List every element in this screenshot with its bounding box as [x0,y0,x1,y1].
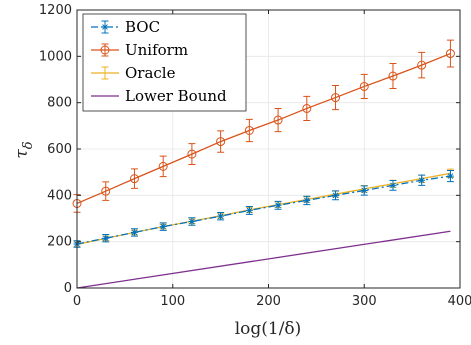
uniform-line [76,52,451,205]
x-tick-label: 0 [73,294,81,309]
y-tick-label: 400 [47,188,72,203]
uniform-error-bar [274,107,282,133]
uniform-marker [388,71,398,81]
uniform-error-bar [446,39,454,68]
uniform-marker [101,186,111,196]
y-tick-label: 0 [64,281,72,296]
uniform-marker [187,149,197,159]
y-tick-label: 1200 [39,3,72,18]
uniform-error-bar [102,181,110,201]
uniform-marker [216,137,226,147]
series-layer [72,39,455,289]
boc-marker [332,191,340,199]
y-axis-label-main: τ [12,149,32,159]
uniform-error-bar [217,130,225,153]
series-lower-bound [76,230,451,289]
legend-entry-oracle: Oracle [91,64,176,82]
boc-marker [446,172,454,180]
legend-box [82,13,247,112]
uniform-marker [445,49,455,59]
boc-marker [303,196,311,204]
series-boc [73,170,454,248]
uniform-error-bar [389,63,397,90]
uniform-error-bar [159,155,167,178]
x-tick-label: 300 [352,294,377,309]
svg-text:τδ: τδ [12,141,36,158]
legend-marker-boc [101,23,109,31]
legend-label-lower-bound: Lower Bound [125,87,227,105]
legend: BOC Uniform Oracle Lower Bound [82,13,247,112]
uniform-marker [302,103,312,113]
boc-marker [389,181,397,189]
boc-marker [130,228,138,236]
y-axis-label-sub: δ [21,141,36,149]
y-axis-label: τδ [12,141,36,158]
uniform-error-bar [418,51,426,79]
uniform-error-bar [332,85,340,111]
legend-entry-lower-bound: Lower Bound [91,87,227,105]
ticks: 0 100 200 300 400 0 200 400 600 800 1000 1200 [39,3,471,309]
legend-entry-uniform: Uniform [91,41,188,59]
uniform-marker [331,93,341,103]
boc-marker [274,201,282,209]
uniform-error-bar [130,168,138,189]
boc-marker [159,223,167,231]
boc-line [76,175,451,245]
lower-bound-line [76,230,451,289]
x-tick-label: 200 [256,294,281,309]
legend-label-boc: BOC [125,18,160,36]
uniform-marker [359,81,369,91]
x-tick-label: 400 [448,294,471,309]
boc-marker [102,234,110,242]
legend-marker-uniform [100,45,110,55]
x-axis-label: log(1/δ) [235,319,302,339]
legend-label-oracle: Oracle [125,64,176,82]
series-uniform [72,39,455,213]
uniform-marker [158,161,168,171]
uniform-marker [417,60,427,70]
uniform-error-bar [360,73,368,99]
uniform-error-bar [245,118,253,143]
y-tick-label: 200 [47,235,72,250]
boc-marker [360,186,368,194]
uniform-marker [244,125,254,135]
boc-marker [217,212,225,220]
y-tick-label: 1000 [39,49,72,64]
uniform-error-bar [188,143,196,166]
boc-marker [245,206,253,214]
boc-marker [188,218,196,226]
legend-entry-boc: BOC [91,18,160,36]
uniform-error-bar [303,95,311,122]
legend-error-oracle [101,66,109,80]
x-tick-label: 100 [160,294,185,309]
uniform-marker [273,115,283,125]
y-tick-label: 600 [47,142,72,157]
uniform-marker [129,174,139,184]
boc-marker [418,176,426,184]
legend-label-uniform: Uniform [125,41,188,59]
y-tick-label: 800 [47,96,72,111]
